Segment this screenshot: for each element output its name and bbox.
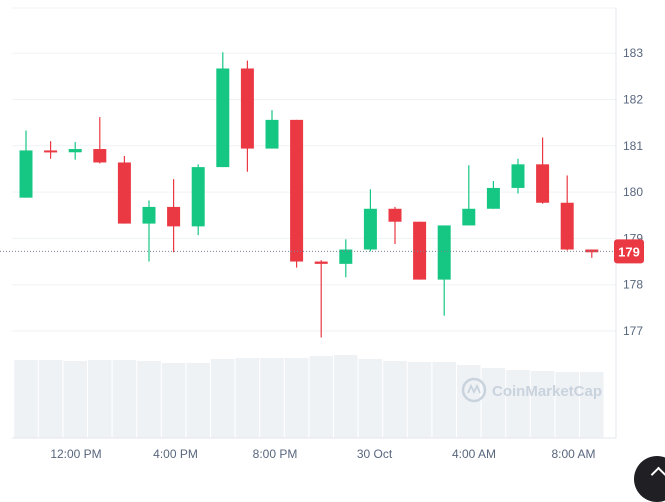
volume-bar [112,360,137,438]
candle-body [536,164,550,203]
volume-bar [260,358,284,438]
x-tick-label: 8:00 AM [551,447,595,461]
watermark: CoinMarketCap [461,377,602,403]
volume-bar [530,371,555,438]
candle-body [511,164,525,188]
last-price-badge [614,239,644,264]
y-tick-label: 182 [623,93,643,107]
volume-bar [481,368,506,438]
volume-bar [506,370,530,438]
candle-body [560,202,574,250]
candle-body [216,68,230,168]
candle-body [437,225,451,280]
volume-bar [38,360,63,438]
volume-bar [284,358,309,438]
volume-bar [580,372,604,438]
candle-body [363,208,377,250]
candle-body [265,119,279,149]
candle-body [117,162,131,224]
volume-bar [309,356,333,438]
candle-body [44,150,58,153]
candle-body [167,206,181,227]
candle-body [290,119,304,262]
coinmarketcap-logo-icon [461,377,487,403]
grid-layer [12,7,616,332]
candle-body [142,206,156,224]
chart-canvas: CoinMarketCap 177 178 179 180 181 182 183 12:00… [0,7,644,461]
volume-bar [137,361,161,438]
candle-body [19,150,33,198]
axis-layer: 177 178 179 180 181 182 183 12:00 PM 4:00 PM 8:00… [12,8,643,461]
y-tick-label: 177 [623,324,643,338]
candle-body [93,149,107,163]
last-price-label: 179 [618,244,640,259]
volume-bar [161,363,186,438]
candle-body [486,187,500,209]
y-tick-label: 183 [623,46,643,60]
volume-bar [457,365,481,438]
candle-body [462,208,476,226]
volume-bar [235,358,260,438]
candle-body [240,68,254,149]
candle-body [388,208,402,222]
last-price-layer: 179 [0,239,644,264]
candle-body [413,221,427,280]
volume-bar [407,362,432,438]
volume-bar [88,360,112,438]
x-tick-label: 30 Oct [357,447,393,461]
volume-bar [432,362,456,438]
coinmarketcap-logo-mark [467,383,481,395]
volume-bar [555,372,579,438]
candle-body [68,149,82,153]
x-tick-label: 4:00 AM [452,447,496,461]
volume-layer [14,355,604,438]
volume-bar [63,361,87,438]
candle-body [314,261,328,264]
x-tick-label: 4:00 PM [153,447,198,461]
y-tick-label: 181 [623,139,643,153]
y-tick-label: 180 [623,185,643,199]
candlestick-chart: CoinMarketCap 177 178 179 180 181 182 183 12:00… [0,7,665,502]
volume-bar [186,363,210,438]
volume-bar [358,359,383,438]
volume-bar [14,360,38,438]
candle-body [191,167,205,227]
volume-bar [211,359,235,438]
x-tick-label: 12:00 PM [50,447,101,461]
candle-body [339,249,353,264]
y-tick-label: 178 [623,278,643,292]
x-tick-label: 8:00 PM [253,447,298,461]
volume-bar [383,361,407,438]
candle-layer [19,52,599,338]
watermark-text: CoinMarketCap [492,383,602,400]
volume-bar [334,355,358,438]
